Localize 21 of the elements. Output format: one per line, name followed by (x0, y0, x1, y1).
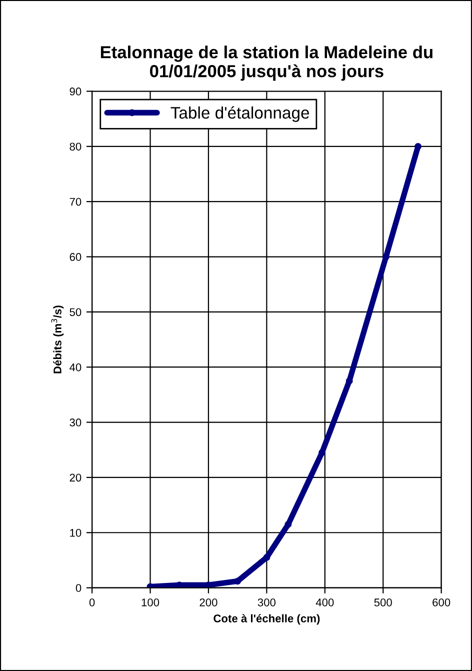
y-tick-label: 30 (70, 418, 82, 426)
y-tick-label: 40 (70, 363, 82, 372)
x-axis-title: Cote à l'échelle (cm) (214, 614, 320, 625)
y-axis-title: Débits (m$^{3}$/s) (51, 306, 64, 374)
y-tick-label: 0 (76, 584, 82, 592)
y-tick-label: 90 (70, 88, 82, 96)
x-tick-label: 500 (374, 598, 392, 606)
x-tick-label: 600 (432, 598, 450, 606)
y-tick-label: 50 (70, 308, 82, 316)
chart-title: Etalonnage de la station la Madeleine du 01/01/2005 jusqu'à nos jours (100, 46, 432, 81)
x-tick-label: 400 (316, 598, 334, 606)
y-tick-label: 60 (70, 253, 82, 261)
x-tick-label: 100 (142, 598, 160, 606)
x-tick-label: 300 (258, 598, 276, 606)
y-tick-label: 10 (70, 528, 82, 537)
legend-label: Table d'étalonnage (170, 106, 310, 122)
y-tick-label: 70 (70, 198, 82, 206)
y-tick-label: 80 (70, 142, 82, 151)
x-tick-label: 200 (200, 598, 218, 606)
y-tick-label: 20 (70, 474, 82, 482)
x-tick-label: 0 (89, 598, 95, 606)
